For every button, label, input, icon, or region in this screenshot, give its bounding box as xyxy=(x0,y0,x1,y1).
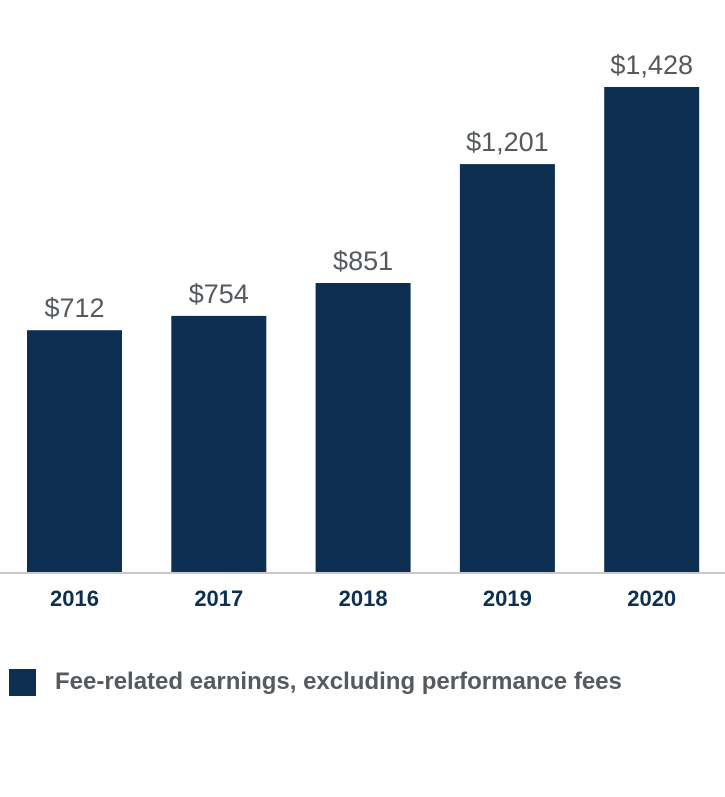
value-label-2019: $1,201 xyxy=(466,127,549,157)
legend-label: Fee-related earnings, excluding performa… xyxy=(55,668,622,695)
value-label-2020: $1,428 xyxy=(610,50,693,80)
value-label-2016: $712 xyxy=(44,293,104,323)
bar-2020 xyxy=(604,87,700,572)
value-label-2017: $754 xyxy=(189,279,249,309)
bar-2018 xyxy=(315,283,411,572)
x-tick-label-2016: 2016 xyxy=(50,586,99,611)
bar-2016 xyxy=(27,330,122,572)
x-tick-label-2020: 2020 xyxy=(627,586,676,611)
x-tick-label-2017: 2017 xyxy=(194,586,243,611)
legend-swatch xyxy=(9,668,36,696)
x-tick-label-2018: 2018 xyxy=(339,586,388,611)
legend: Fee-related earnings, excluding performa… xyxy=(9,668,622,696)
x-tick-label-2019: 2019 xyxy=(483,586,532,611)
bar-2017 xyxy=(171,315,267,572)
value-label-2018: $851 xyxy=(333,246,393,276)
bar-2019 xyxy=(459,164,555,572)
